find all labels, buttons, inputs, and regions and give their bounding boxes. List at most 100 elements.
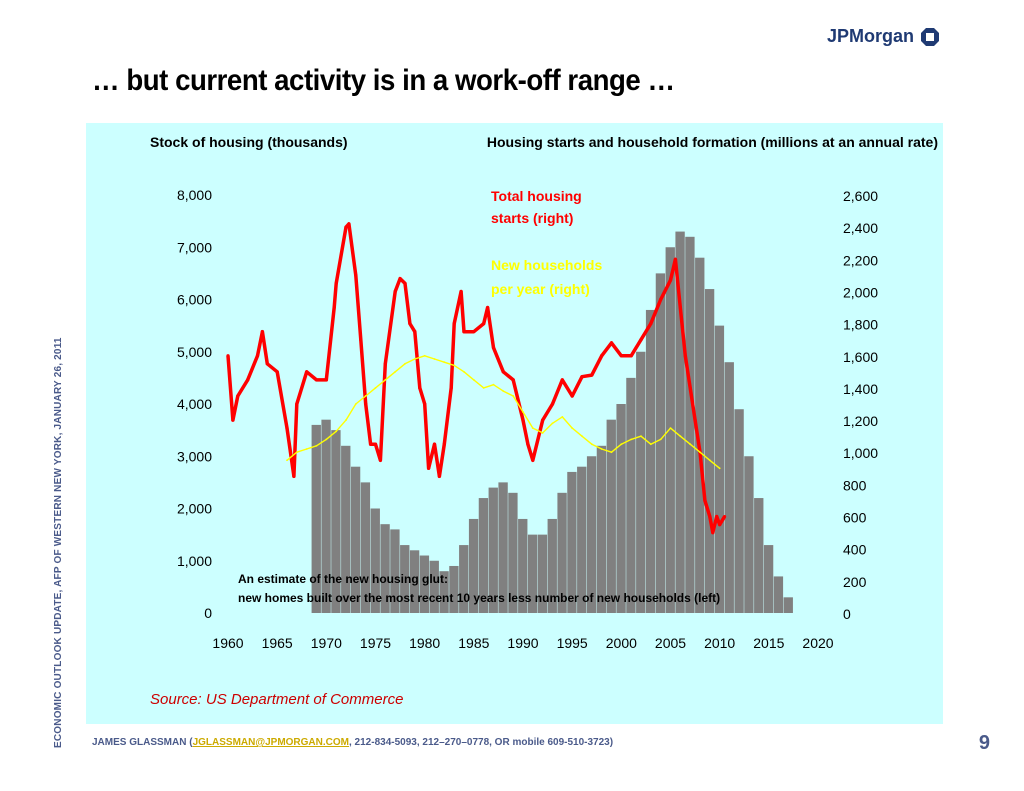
households-legend-label: New households per year (right) <box>491 257 602 297</box>
right-tick-label: 2,600 <box>843 188 878 204</box>
housing-starts-point <box>275 370 279 374</box>
glut-bar <box>695 257 705 613</box>
x-tick-label: 1985 <box>458 635 489 651</box>
glut-bar <box>390 529 400 613</box>
housing-starts-point <box>570 394 574 398</box>
right-tick-label: 800 <box>843 477 867 493</box>
left-tick-label: 7,000 <box>177 239 212 255</box>
x-tick-label: 1995 <box>557 635 588 651</box>
housing-starts-point <box>550 402 555 406</box>
glut-bar <box>754 498 764 613</box>
glut-bar <box>331 430 341 613</box>
right-tick-label: 1,800 <box>843 317 878 333</box>
housing-starts-point <box>659 297 663 302</box>
housing-starts-point <box>437 474 442 478</box>
housing-starts-point <box>472 330 476 334</box>
new-households-point <box>679 435 682 438</box>
starts-legend-label: Total housing starts (right) <box>491 188 582 226</box>
right-tick-label: 0 <box>843 606 851 622</box>
glut-bar <box>685 236 695 614</box>
series-lines <box>226 222 727 535</box>
housing-starts-point <box>531 458 535 462</box>
housing-starts-point <box>383 362 387 366</box>
glut-bar <box>577 466 587 613</box>
housing-starts-point <box>722 514 727 519</box>
new-households-point <box>384 378 387 381</box>
housing-starts-point <box>305 370 309 374</box>
chart-panel <box>86 123 943 724</box>
glut-bar <box>419 555 430 613</box>
housing-starts-point <box>226 354 230 358</box>
footer-suffix: , 212-834-5093, 212–270–0778, OR mobile … <box>349 737 614 748</box>
right-tick-label: 1,400 <box>843 381 878 397</box>
new-households-point <box>551 422 554 425</box>
new-households-point <box>531 427 534 430</box>
housing-starts-point <box>432 442 437 446</box>
right-axis-title: Housing starts and household formation (… <box>487 134 938 150</box>
housing-starts-point <box>491 346 496 350</box>
housing-starts-point <box>560 378 564 382</box>
right-tick-label: 2,200 <box>843 252 878 268</box>
new-households-point <box>492 383 495 386</box>
housing-starts-point <box>295 402 299 406</box>
housing-starts-point <box>708 514 712 519</box>
right-tick-label: 400 <box>843 542 867 558</box>
housing-starts-point <box>334 281 338 286</box>
new-households-point <box>600 448 603 450</box>
left-tick-label: 1,000 <box>177 553 212 569</box>
new-households-point <box>325 438 328 441</box>
housing-starts-point <box>231 418 235 422</box>
glut-bar <box>606 419 616 613</box>
x-tick-label: 2005 <box>655 635 686 651</box>
right-tick-label: 2,000 <box>843 284 878 300</box>
housing-starts-point <box>393 289 397 294</box>
glut-bar <box>439 571 449 613</box>
housing-starts-point <box>683 354 687 358</box>
glut-bar <box>468 518 479 613</box>
glut-bar <box>478 498 489 613</box>
new-households-point <box>315 444 318 447</box>
right-tick-label: 200 <box>843 574 867 590</box>
footer-email-link[interactable]: JGLASSMAN@JPMORGAN.COM <box>192 737 349 748</box>
new-households-point <box>413 358 416 360</box>
housing-starts-point <box>511 378 515 382</box>
housing-starts-point <box>344 225 348 229</box>
new-households-point <box>659 438 662 441</box>
new-households-point <box>718 467 721 470</box>
housing-starts-point <box>359 338 363 342</box>
new-households-point <box>345 419 347 421</box>
left-axis-title: Stock of housing (thousands) <box>150 134 348 150</box>
right-tick-label: 2,400 <box>843 220 878 236</box>
right-tick-label: 1,000 <box>843 445 878 461</box>
right-tick-label: 600 <box>843 510 867 526</box>
housing-starts-point <box>314 378 319 382</box>
housing-starts-point <box>246 378 250 382</box>
new-households-point <box>423 354 426 357</box>
glut-bar <box>744 456 754 613</box>
housing-starts-point <box>427 466 431 470</box>
x-tick-label: 1970 <box>311 635 342 651</box>
housing-starts-point <box>629 354 633 358</box>
new-households-point <box>699 451 701 454</box>
glut-bar <box>400 545 410 613</box>
housing-starts-point <box>236 394 240 398</box>
glut-bar <box>636 351 646 613</box>
x-tick-label: 1975 <box>360 635 391 651</box>
left-tick-label: 5,000 <box>177 344 212 360</box>
new-households-point <box>708 459 711 462</box>
glut-bar <box>311 424 321 613</box>
housing-starts-point <box>373 442 378 446</box>
glut-bar <box>537 534 548 613</box>
housing-starts-point <box>285 426 289 430</box>
glut-bar <box>773 576 784 613</box>
housing-starts-point <box>688 386 692 390</box>
housing-starts-point <box>354 273 358 277</box>
housing-starts-point <box>408 322 412 326</box>
housing-starts-point <box>715 514 719 519</box>
glut-bar <box>360 482 371 613</box>
housing-starts-point <box>462 330 466 334</box>
housing-starts-point <box>265 362 269 366</box>
housing-starts-point <box>378 458 383 462</box>
housing-starts-point <box>678 305 682 310</box>
